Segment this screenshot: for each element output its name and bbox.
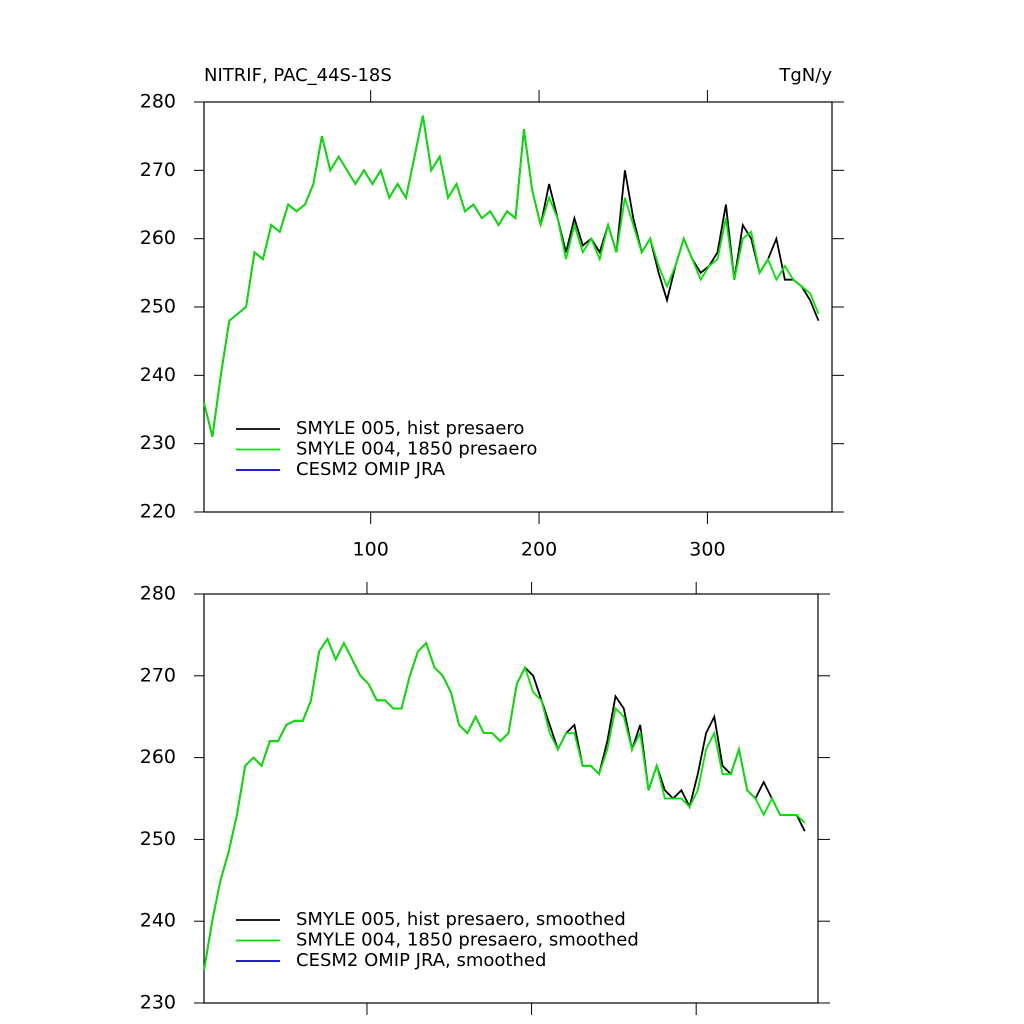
x-tick-label: 200 xyxy=(521,539,557,561)
y-tick-label: 240 xyxy=(140,364,176,386)
y-tick-label: 260 xyxy=(140,746,176,768)
legend-label: SMYLE 005, hist presaero xyxy=(296,418,524,439)
x-tick-label: 100 xyxy=(353,539,389,561)
y-tick-label: 270 xyxy=(140,159,176,181)
legend-label: CESM2 OMIP JRA, smoothed xyxy=(296,950,546,971)
y-tick-label: 250 xyxy=(140,828,176,850)
legend-label: SMYLE 005, hist presaero, smoothed xyxy=(296,909,626,930)
chart-title: NITRIF, PAC_44S-18S xyxy=(204,65,392,86)
data-line xyxy=(203,115,820,438)
data-line xyxy=(203,115,820,438)
y-tick-label: 280 xyxy=(140,583,176,605)
y-tick-label: 230 xyxy=(140,992,176,1014)
plot-frame xyxy=(203,593,819,1004)
x-tick-label: 300 xyxy=(689,539,725,561)
y-tick-label: 280 xyxy=(140,91,176,113)
y-tick-label: 250 xyxy=(140,296,176,318)
y-tick-label: 270 xyxy=(140,664,176,686)
y-tick-label: 220 xyxy=(140,501,176,523)
units-label: TgN/y xyxy=(778,65,832,86)
data-line xyxy=(203,637,806,971)
y-tick-label: 260 xyxy=(140,227,176,249)
y-tick-label: 240 xyxy=(140,910,176,932)
y-tick-label: 230 xyxy=(140,432,176,454)
legend-label: SMYLE 004, 1850 presaero, smoothed xyxy=(296,930,639,951)
legend-label: CESM2 OMIP JRA xyxy=(296,459,446,480)
legend-label: SMYLE 004, 1850 presaero xyxy=(296,439,537,460)
